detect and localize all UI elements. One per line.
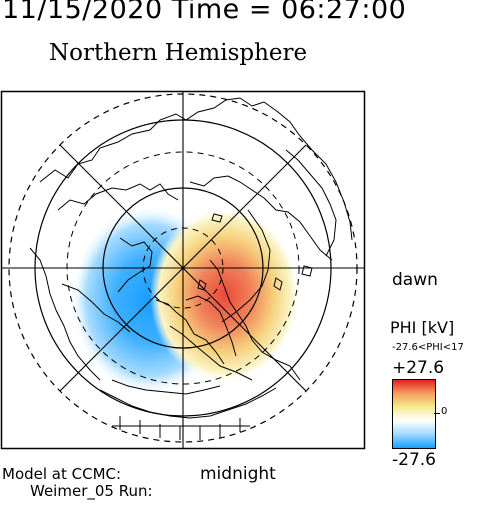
timestamp: 11/15/2020 Time = 06:27:00 bbox=[2, 0, 407, 25]
colorbar-min-label: -27.6 bbox=[392, 450, 436, 470]
coastlines bbox=[29, 97, 353, 440]
run-label: Weimer_05 Run: bbox=[30, 482, 153, 500]
dawn-label: dawn bbox=[392, 270, 438, 290]
model-label: Model at CCMC: bbox=[2, 465, 122, 483]
colorbar bbox=[392, 379, 436, 449]
colorbar-range: -27.6<PHI<17 bbox=[392, 342, 464, 353]
page-title: Northern Hemisphere bbox=[49, 40, 308, 66]
midnight-label: midnight bbox=[200, 464, 276, 484]
colorbar-zero-label: 0 bbox=[441, 406, 448, 417]
potential-field bbox=[70, 205, 300, 395]
colorbar-title: PHI [kV] bbox=[390, 318, 455, 337]
polar-map bbox=[0, 90, 366, 450]
colorbar-zero-tick bbox=[434, 413, 440, 414]
polar-map-svg bbox=[0, 90, 366, 450]
colorbar-max-label: +27.6 bbox=[392, 358, 445, 378]
positive-potential-cell bbox=[150, 207, 300, 383]
